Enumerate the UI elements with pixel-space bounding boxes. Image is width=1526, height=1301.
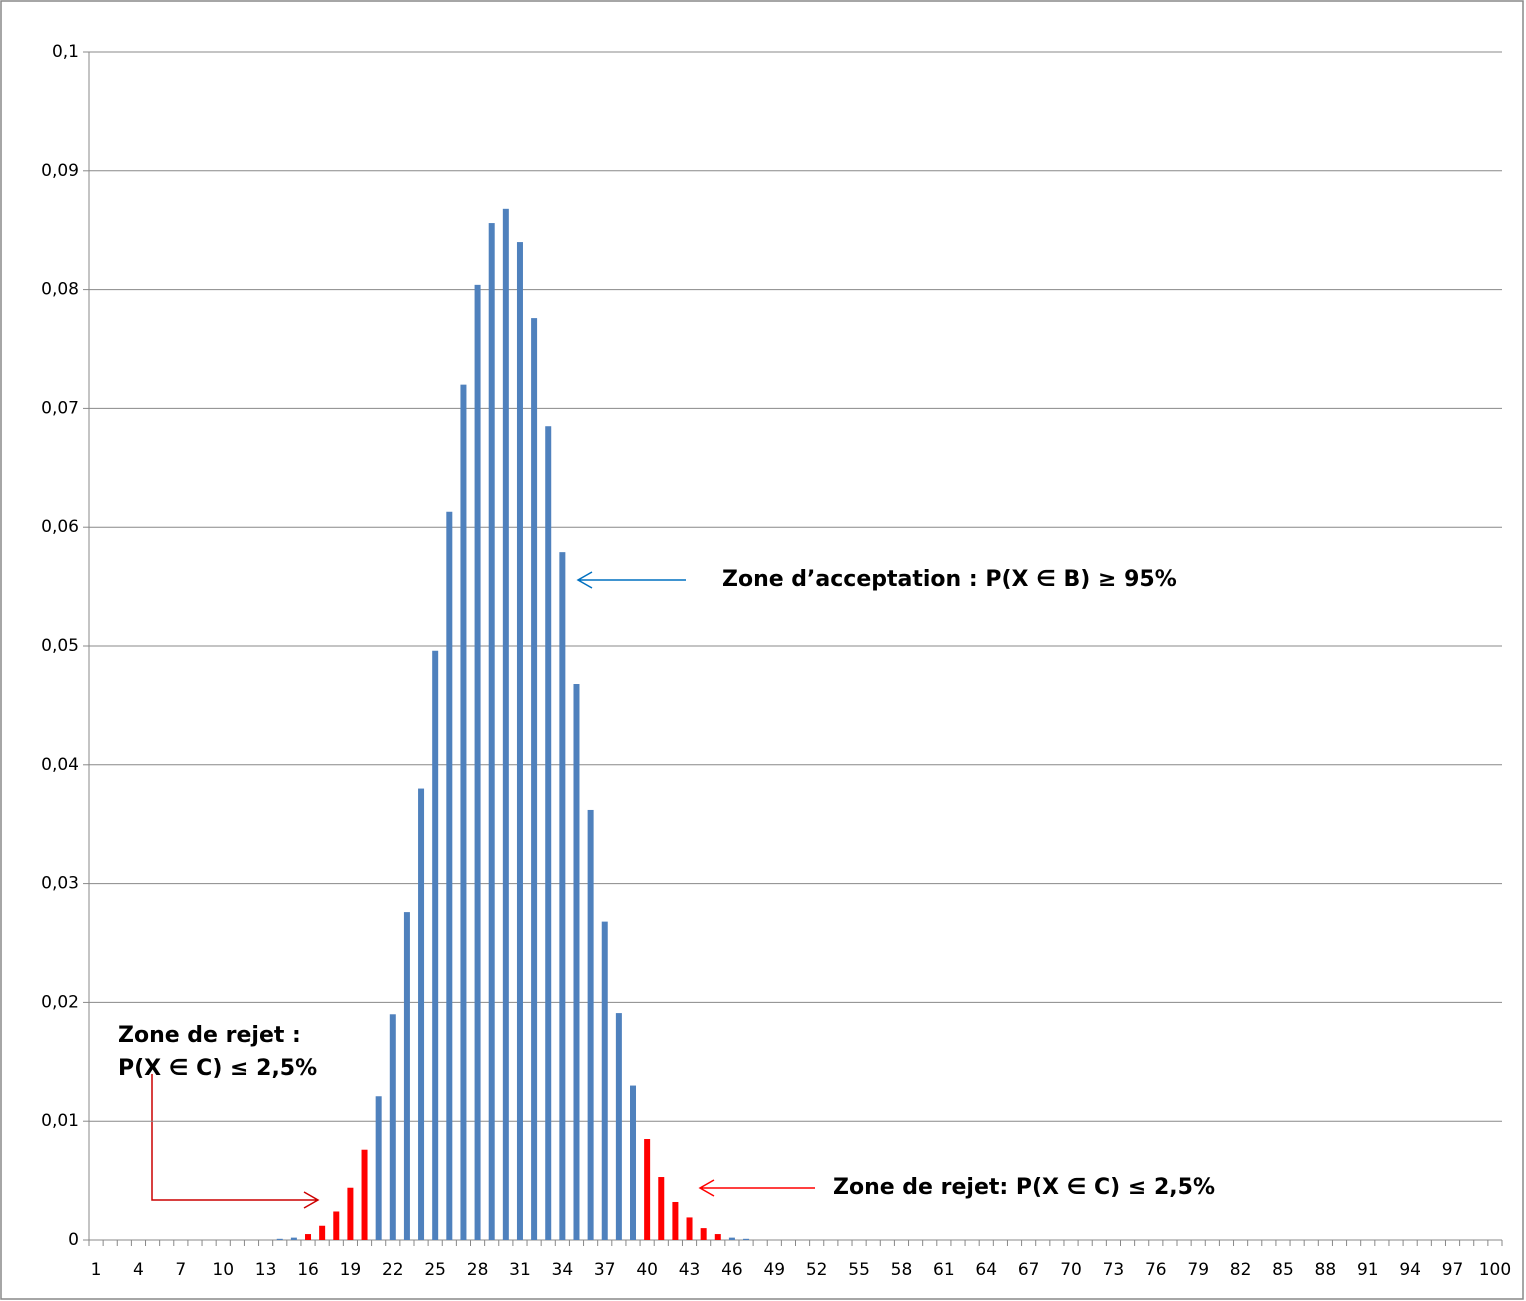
x-tick-label: 88 — [1315, 1260, 1337, 1280]
bar — [516, 242, 523, 1240]
bar — [714, 1234, 721, 1240]
x-tick-label: 52 — [806, 1260, 828, 1280]
bar — [573, 684, 580, 1240]
x-tick-label: 94 — [1399, 1260, 1421, 1280]
bar — [545, 426, 552, 1241]
x-tick-label: 73 — [1103, 1260, 1125, 1280]
x-tick-label: 67 — [1018, 1260, 1040, 1280]
bar — [587, 809, 594, 1240]
bar — [672, 1201, 679, 1240]
x-tick-label: 76 — [1145, 1260, 1167, 1280]
x-tick-label: 43 — [679, 1260, 701, 1280]
x-tick-label: 91 — [1357, 1260, 1379, 1280]
y-tick-label: 0,03 — [41, 874, 79, 894]
x-tick-label: 1 — [91, 1260, 102, 1280]
x-tick-label: 13 — [255, 1260, 277, 1280]
annotation: P(X ∈ C) ≤ 2,5% — [118, 1056, 317, 1081]
x-tick-label: 70 — [1060, 1260, 1082, 1280]
y-tick-label: 0 — [68, 1230, 79, 1250]
y-tick-label: 0,06 — [41, 517, 79, 537]
x-tick-label: 37 — [594, 1260, 616, 1280]
x-tick-label: 10 — [212, 1260, 234, 1280]
x-tick-label: 25 — [424, 1260, 446, 1280]
annotation: Zone de rejet : — [118, 1023, 301, 1048]
annotation: Zone d’acceptation : P(X ∈ B) ≥ 95% — [722, 567, 1177, 592]
x-tick-label: 31 — [509, 1260, 531, 1280]
x-tick-label: 79 — [1187, 1260, 1209, 1280]
bar — [347, 1187, 354, 1240]
bar — [446, 511, 453, 1241]
x-tick-label: 58 — [891, 1260, 913, 1280]
bar — [460, 384, 467, 1240]
bar — [403, 912, 410, 1240]
bar — [559, 552, 566, 1240]
x-tick-label: 16 — [297, 1260, 319, 1280]
bar — [319, 1225, 326, 1240]
x-tick-label: 85 — [1272, 1260, 1294, 1280]
bar — [531, 318, 538, 1240]
arrows — [151, 571, 815, 1209]
x-tick-label: 19 — [340, 1260, 362, 1280]
x-tick-label: 22 — [382, 1260, 404, 1280]
bar — [488, 223, 495, 1240]
x-tick-label: 4 — [133, 1260, 144, 1280]
bar — [418, 788, 425, 1240]
y-tick-label: 0,09 — [41, 161, 79, 181]
x-tick-label: 64 — [975, 1260, 997, 1280]
bar — [658, 1177, 665, 1240]
y-tick-label: 0,02 — [41, 992, 79, 1012]
x-tick-label: 46 — [721, 1260, 743, 1280]
x-tick-label: 28 — [467, 1260, 489, 1280]
x-tick-label: 7 — [175, 1260, 186, 1280]
y-tick-label: 0,01 — [41, 1111, 79, 1131]
x-tick-label: 40 — [636, 1260, 658, 1280]
y-tick-label: 0,08 — [41, 280, 79, 300]
x-tick-label: 55 — [848, 1260, 870, 1280]
y-tick-label: 0,05 — [41, 636, 79, 656]
bar — [432, 650, 439, 1240]
x-tick-label: 100 — [1479, 1260, 1511, 1280]
bar — [333, 1211, 340, 1240]
y-tick-label: 0,04 — [41, 755, 79, 775]
y-tick-label: 0,1 — [52, 42, 79, 62]
bar — [644, 1139, 651, 1240]
bar — [743, 1238, 750, 1240]
x-tick-label: 49 — [763, 1260, 785, 1280]
x-tick-label: 61 — [933, 1260, 955, 1280]
bar — [700, 1228, 707, 1240]
bar — [502, 208, 509, 1240]
bar — [361, 1149, 368, 1240]
bar — [615, 1013, 622, 1240]
bar — [305, 1234, 312, 1240]
annotation: Zone de rejet: P(X ∈ C) ≤ 2,5% — [833, 1175, 1215, 1200]
bar — [728, 1237, 735, 1240]
bar — [290, 1237, 297, 1240]
bar — [630, 1085, 637, 1240]
bar — [474, 284, 481, 1240]
bar — [276, 1238, 283, 1240]
x-tick-label: 97 — [1442, 1260, 1464, 1280]
x-tick-label: 34 — [552, 1260, 574, 1280]
bar — [375, 1096, 382, 1240]
x-tick-label: 82 — [1230, 1260, 1252, 1280]
bar — [686, 1217, 693, 1240]
y-tick-label: 0,07 — [41, 398, 79, 418]
bar — [389, 1014, 396, 1240]
bar — [601, 921, 608, 1240]
